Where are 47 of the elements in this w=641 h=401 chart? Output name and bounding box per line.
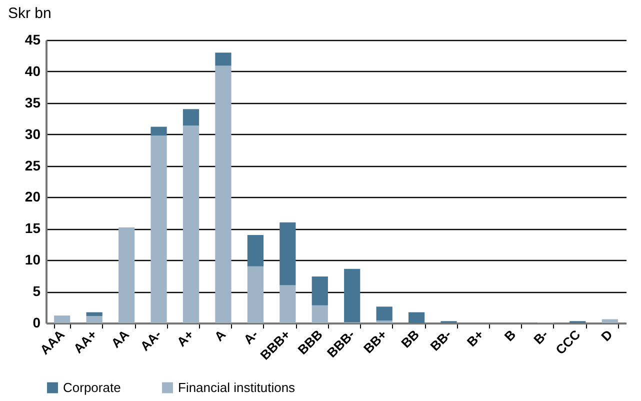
y-tick-label: 25 [24, 157, 41, 174]
y-tick-label: 30 [24, 126, 41, 142]
bar [280, 285, 296, 323]
y-tick-label: 45 [24, 32, 41, 48]
x-tick-label: BB- [427, 326, 454, 354]
bar [86, 316, 102, 323]
bar [215, 52, 232, 66]
y-tick-label: 40 [24, 62, 41, 79]
x-tick-label: B [501, 326, 519, 344]
bar [150, 126, 167, 136]
chart-title: Skr bn [8, 5, 52, 22]
bar [247, 266, 264, 323]
x-tick-label: AA [108, 326, 132, 351]
x-tick-label: AA+ [70, 326, 100, 356]
y-tick-label: 10 [24, 252, 41, 268]
y-tick-label: 5 [32, 283, 41, 300]
x-tick-label: A [211, 326, 230, 344]
bar [312, 276, 328, 306]
bar [280, 222, 296, 286]
y-tick-label: 0 [32, 314, 41, 330]
x-tick-label: BB+ [360, 326, 390, 356]
bar [344, 268, 360, 322]
legend-label: Financial institutions [178, 380, 296, 395]
bar [376, 320, 392, 323]
bar [215, 66, 232, 323]
bar [118, 227, 135, 323]
bar [602, 319, 618, 323]
bar [312, 305, 328, 323]
x-tick-label: B+ [464, 326, 487, 350]
bar [54, 315, 70, 323]
bar [182, 109, 200, 126]
x-tick-label: AA- [137, 326, 164, 354]
bar [408, 312, 425, 323]
y-tick-label: 35 [24, 94, 41, 110]
legend-label: Corporate [63, 380, 121, 395]
x-tick-label: D [598, 326, 616, 344]
bar [86, 312, 102, 316]
y-tick-label: 15 [24, 220, 41, 236]
bar [247, 234, 264, 266]
x-tick-label: B- [530, 326, 551, 348]
x-tick-label: A- [240, 326, 261, 348]
x-tick-label: BB [398, 326, 422, 351]
bar [182, 126, 200, 323]
y-tick-label: 20 [24, 188, 41, 205]
bar [150, 136, 167, 323]
bar [376, 306, 392, 320]
x-tick-label: A+ [174, 326, 197, 350]
